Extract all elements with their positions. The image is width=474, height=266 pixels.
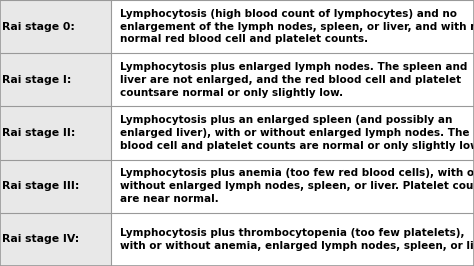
Bar xyxy=(0,106,111,160)
Bar xyxy=(111,0,474,53)
Text: Lymphocytosis plus thrombocytopenia (too few platelets),
with or without anemia,: Lymphocytosis plus thrombocytopenia (too… xyxy=(120,228,474,251)
Bar xyxy=(111,106,474,160)
Text: Rai stage III:: Rai stage III: xyxy=(2,181,80,191)
Bar xyxy=(111,160,474,213)
Text: Rai stage IV:: Rai stage IV: xyxy=(2,234,80,244)
Text: Lymphocytosis plus anemia (too few red blood cells), with or
without enlarged ly: Lymphocytosis plus anemia (too few red b… xyxy=(120,168,474,204)
Bar xyxy=(111,53,474,106)
Bar xyxy=(0,0,111,53)
Text: Rai stage II:: Rai stage II: xyxy=(2,128,76,138)
Text: Lymphocytosis plus enlarged lymph nodes. The spleen and
liver are not enlarged, : Lymphocytosis plus enlarged lymph nodes.… xyxy=(120,62,467,98)
Text: Rai stage 0:: Rai stage 0: xyxy=(2,22,75,32)
Bar xyxy=(0,213,111,266)
Bar xyxy=(111,213,474,266)
Text: Rai stage I:: Rai stage I: xyxy=(2,75,72,85)
Text: Lymphocytosis (high blood count of lymphocytes) and no
enlargement of the lymph : Lymphocytosis (high blood count of lymph… xyxy=(120,9,474,44)
Bar xyxy=(0,160,111,213)
Bar xyxy=(0,53,111,106)
Text: Lymphocytosis plus an enlarged spleen (and possibly an
enlarged liver), with or : Lymphocytosis plus an enlarged spleen (a… xyxy=(120,115,474,151)
